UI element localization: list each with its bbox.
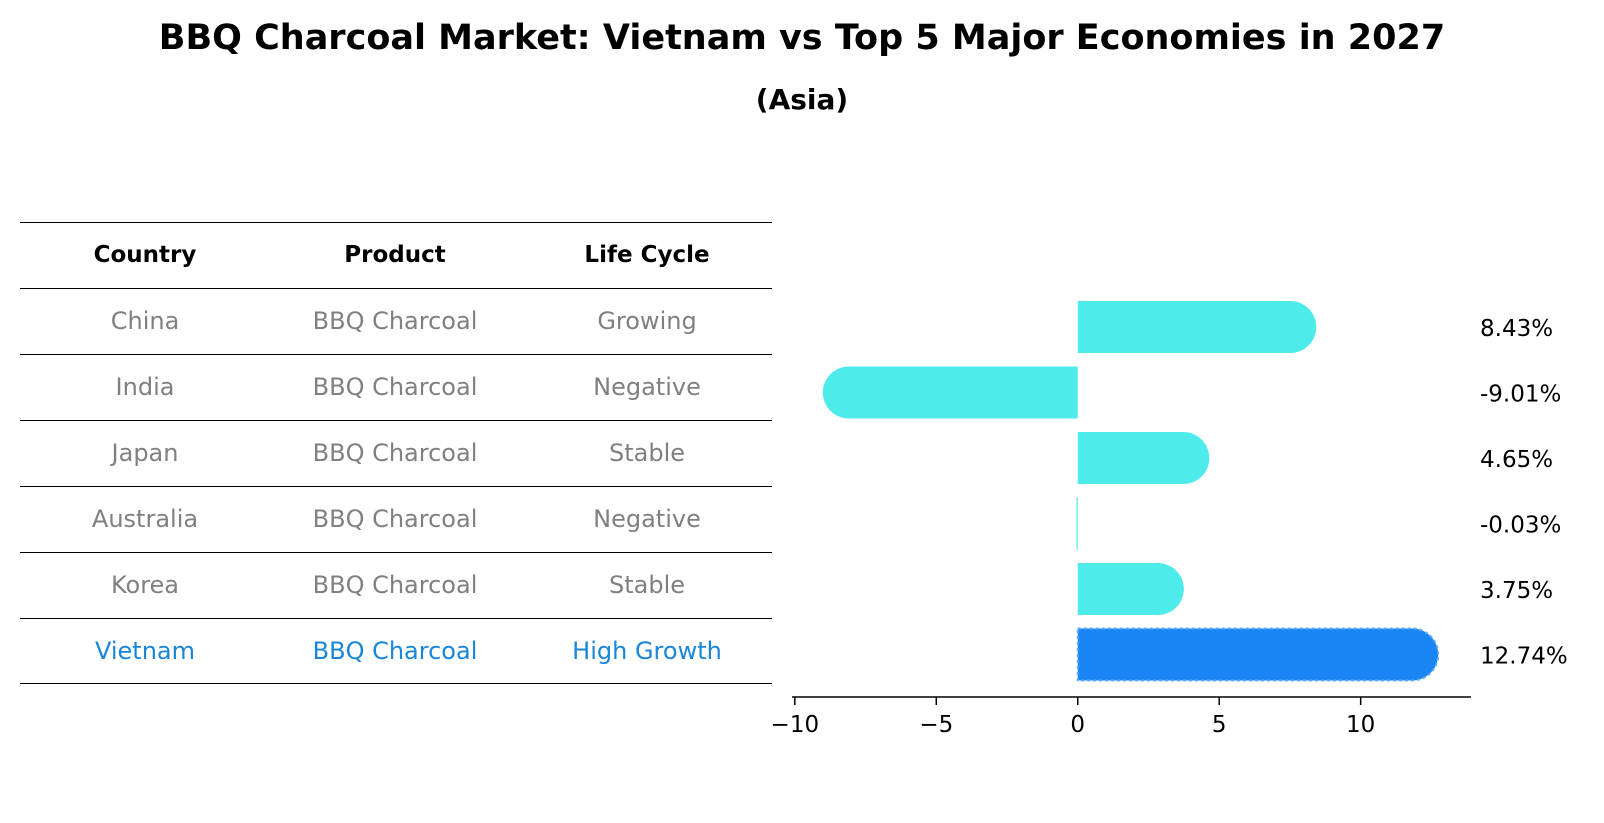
header-product: Product <box>344 242 446 268</box>
table-row: China BBQ Charcoal Growing <box>20 288 772 354</box>
life-cycle-cell: Stable <box>608 439 686 467</box>
x-tick-label: 10 <box>1346 712 1375 738</box>
value-label: 3.75% <box>1480 578 1553 604</box>
country-cell: India <box>115 373 175 401</box>
country-cell: Korea <box>110 571 180 599</box>
chart-title: BBQ Charcoal Market: Vietnam vs Top 5 Ma… <box>158 18 1446 58</box>
product-cell: BBQ Charcoal <box>312 373 478 401</box>
bar-highlight <box>1076 627 1440 682</box>
life-cycle-cell: Negative <box>593 373 701 401</box>
x-tick-label: 5 <box>1212 712 1227 738</box>
table-header-row: Country Product Life Cycle <box>20 222 772 288</box>
x-tick-label: −10 <box>771 712 820 738</box>
product-cell: BBQ Charcoal <box>312 637 478 665</box>
bar <box>1077 432 1210 484</box>
bar <box>822 366 1078 419</box>
product-cell: BBQ Charcoal <box>312 307 478 335</box>
value-label: 8.43% <box>1480 316 1553 342</box>
country-cell: Australia <box>91 505 199 533</box>
country-cell: Japan <box>111 439 179 467</box>
table-row: Korea BBQ Charcoal Stable <box>20 552 772 618</box>
product-cell: BBQ Charcoal <box>312 571 478 599</box>
value-label: 4.65% <box>1480 447 1553 473</box>
table-row: India BBQ Charcoal Negative <box>20 354 772 420</box>
chart-subtitle: (Asia) <box>755 83 849 116</box>
data-table: Country Product Life Cycle China BBQ Cha… <box>20 222 772 684</box>
value-label: -0.03% <box>1480 513 1561 539</box>
country-cell: China <box>110 307 180 335</box>
product-cell: BBQ Charcoal <box>312 439 478 467</box>
country-cell: Vietnam <box>94 637 196 665</box>
bar <box>1076 497 1078 550</box>
x-tick-label: −5 <box>919 712 953 738</box>
value-label: -9.01% <box>1480 382 1561 408</box>
bar <box>1077 563 1184 615</box>
header-life-cycle: Life Cycle <box>584 242 710 268</box>
life-cycle-cell: Growing <box>597 307 697 335</box>
product-cell: BBQ Charcoal <box>312 505 478 533</box>
value-label: 12.74% <box>1480 644 1568 670</box>
bar <box>1077 301 1317 353</box>
table-row: Australia BBQ Charcoal Negative <box>20 486 772 552</box>
table-row-highlight: Vietnam BBQ Charcoal High Growth <box>20 618 772 684</box>
life-cycle-cell: Negative <box>593 505 701 533</box>
x-tick-label: 0 <box>1070 712 1085 738</box>
header-country: Country <box>93 242 197 268</box>
life-cycle-cell: Stable <box>608 571 686 599</box>
table-row: Japan BBQ Charcoal Stable <box>20 420 772 486</box>
life-cycle-cell: High Growth <box>572 637 722 665</box>
